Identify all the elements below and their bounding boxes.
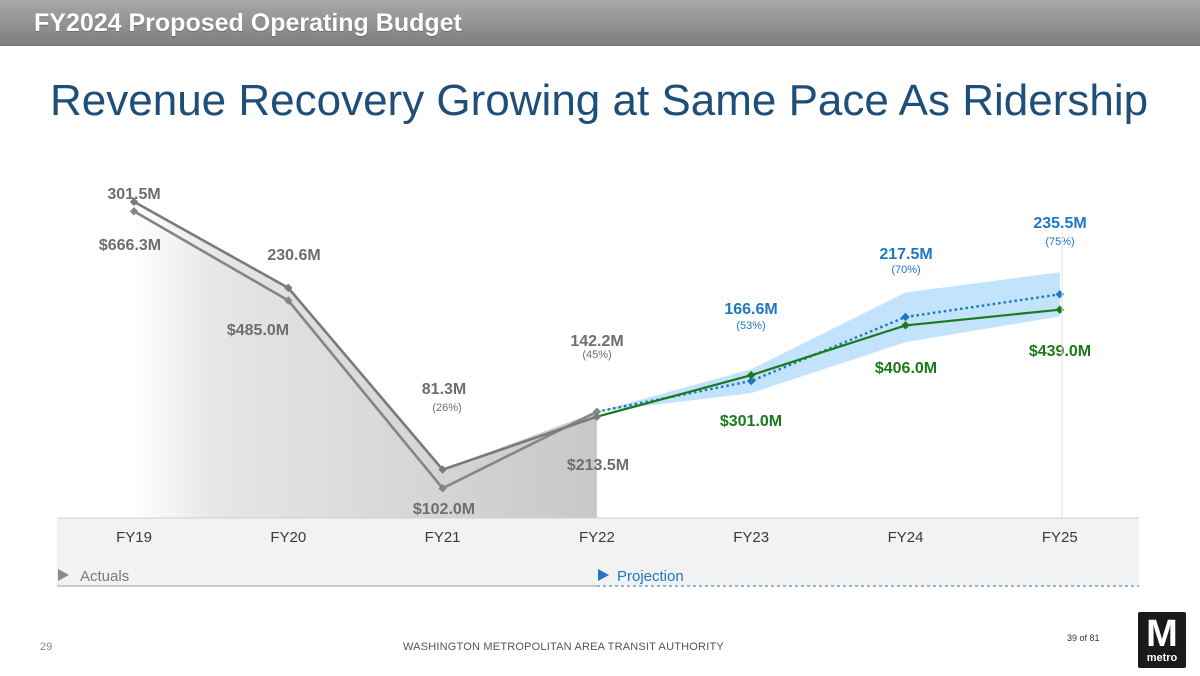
ridership-point (438, 484, 447, 493)
ridership-data-label: 301.5M (107, 186, 160, 203)
footer-slide-counter: 39 of 81 (1067, 633, 1100, 643)
revenue-point (747, 370, 756, 380)
x-tick-label: FY20 (270, 529, 306, 546)
ridership-data-label: 166.6M (724, 301, 777, 318)
revenue-data-label: $485.0M (227, 322, 289, 339)
revenue-point (129, 197, 139, 207)
x-tick-label: FY19 (116, 529, 152, 546)
x-tick-label: FY25 (1042, 529, 1078, 546)
ridership-percent-label: (70%) (891, 264, 920, 276)
revenue-actual-line (133, 200, 598, 472)
ridership-data-label: 217.5M (879, 246, 932, 263)
revenue-data-label: $301.0M (720, 413, 782, 430)
metro-logo-icon: M metro (1138, 612, 1186, 668)
revenue-point (438, 465, 447, 474)
x-tick-label: FY23 (733, 529, 769, 546)
metro-logo-word: metro (1146, 652, 1178, 664)
revenue-point (901, 321, 910, 330)
ridership-data-label: 230.6M (267, 247, 320, 264)
revenue-data-label: $102.0M (413, 501, 475, 518)
ridership-actual-line (133, 210, 598, 490)
revenue-data-label: $439.0M (1029, 343, 1091, 360)
revenue-data-label: $666.3M (99, 237, 161, 254)
ridership-point (129, 207, 139, 216)
ridership-percent-label: (75%) (1045, 236, 1074, 248)
revenue-point (284, 283, 293, 293)
ridership-point (592, 407, 602, 416)
projection-arrow-icon (598, 569, 609, 581)
x-tick-label: FY22 (579, 529, 615, 546)
actuals-arrow-icon (58, 569, 69, 581)
revenue-data-label: $213.5M (567, 457, 629, 474)
header-bar: FY2024 Proposed Operating Budget (0, 0, 1200, 46)
metro-logo-letter: M (1146, 613, 1178, 655)
revenue-projection-line (596, 308, 1060, 418)
legend-actuals: Actuals (80, 568, 129, 585)
ridership-percent-label: (26%) (432, 402, 461, 414)
ridership-percent-label: (53%) (736, 320, 765, 332)
ridership-point (284, 296, 293, 305)
x-tick-label: FY24 (888, 529, 924, 546)
ridership-data-label: 81.3M (422, 381, 466, 398)
slide-title: Revenue Recovery Growing at Same Pace As… (50, 76, 1149, 125)
actuals-shaded-area (134, 201, 597, 519)
footer-organization: WASHINGTON METROPOLITAN AREA TRANSIT AUT… (403, 641, 724, 653)
ridership-projection-band (596, 272, 1060, 412)
ridership-point (747, 376, 756, 386)
revenue-point (592, 412, 602, 421)
ridership-point (901, 312, 910, 322)
ridership-percent-label: (45%) (582, 349, 611, 361)
header-title: FY2024 Proposed Operating Budget (34, 9, 462, 37)
footer-page-number: 29 (40, 641, 53, 653)
ridership-data-label: 142.2M (570, 333, 623, 350)
revenue-data-label: $406.0M (875, 360, 937, 377)
legend-projection: Projection (617, 568, 684, 585)
x-tick-label: FY21 (425, 529, 461, 546)
ridership-data-label: 235.5M (1033, 215, 1086, 232)
